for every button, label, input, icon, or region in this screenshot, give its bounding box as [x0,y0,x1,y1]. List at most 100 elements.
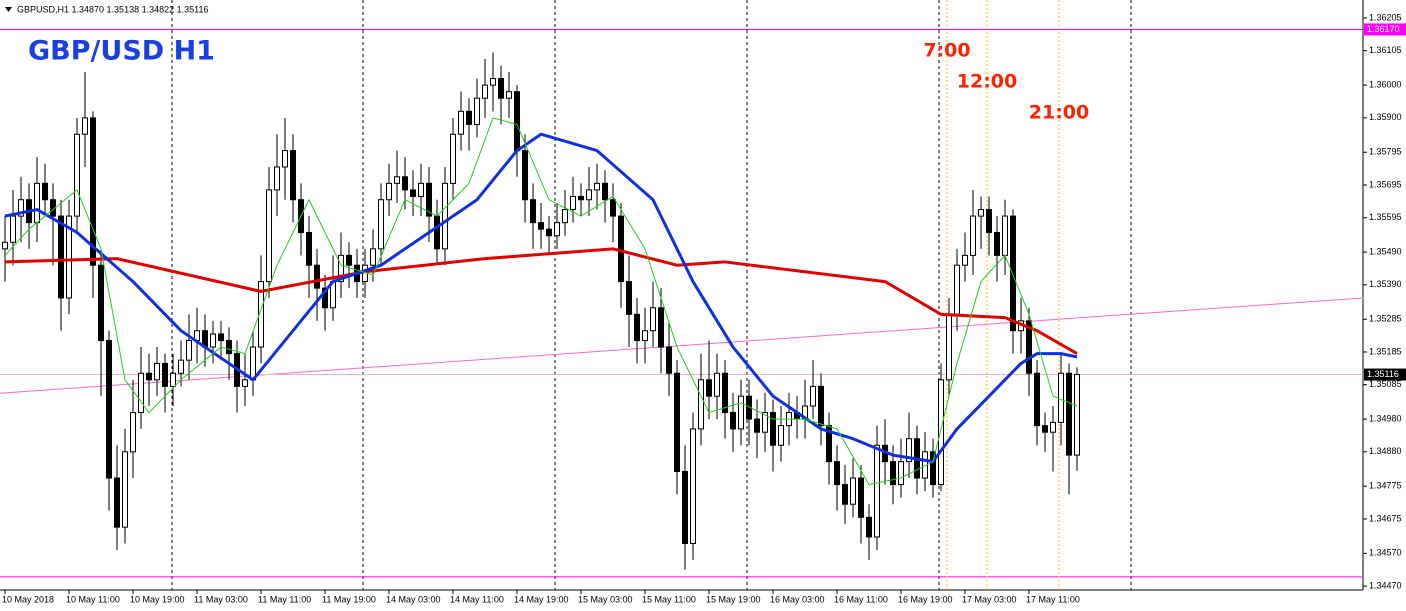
candle-body [130,412,136,453]
level-label: 1.36170 [1367,24,1400,34]
candle-body [402,176,408,191]
candle-body [450,133,456,184]
candle-body [394,176,400,184]
candle-body [810,385,816,407]
candle-body [930,451,936,486]
candle-body [674,372,680,472]
candle-body [642,330,648,342]
candle-body [322,287,328,309]
y-tick-label: 1.34470 [1369,580,1402,590]
candle-body [226,340,232,355]
candle-body [554,222,560,237]
candle-body [66,215,72,299]
candle-body [658,307,664,348]
candle-body [146,372,152,381]
candle-body [122,451,128,528]
y-tick-label: 1.35490 [1369,246,1402,256]
candle-body [178,359,184,374]
candle-body [370,248,376,266]
candle-body [58,215,64,299]
candle-body [826,425,832,463]
candle-body [850,477,856,505]
y-tick-label: 1.34570 [1369,548,1402,558]
candle-body [946,313,952,381]
candle-body [274,166,280,191]
candle-body [258,281,264,348]
candle-body [490,78,496,86]
y-tick-label: 1.35695 [1369,179,1402,189]
x-tick-label: 16 May 11:00 [834,594,888,604]
time-annotation: 21:00 [1029,102,1089,124]
x-tick-label: 10 May 2018 [2,594,54,604]
candle-body [706,379,712,397]
candle-body [634,313,640,342]
y-tick-label: 1.36105 [1369,45,1402,55]
candle-body [2,241,8,250]
x-tick-label: 16 May 19:00 [898,594,953,604]
x-tick-label: 14 May 03:00 [386,594,441,604]
candle-body [114,477,120,528]
x-tick-label: 10 May 11:00 [66,594,120,604]
candle-body [906,438,912,463]
candle-body [970,215,976,256]
candle-body [626,281,632,315]
candle-body [690,428,696,545]
moving-average [4,247,1078,355]
candle-body [546,228,552,237]
menu-arrow[interactable] [5,7,12,12]
candle-body [474,97,480,125]
y-tick-label: 1.36205 [1369,12,1402,22]
candle-body [338,254,344,283]
candle-body [34,182,40,224]
candle-body [98,264,104,342]
candle-body [866,516,872,538]
candle-body [346,254,352,266]
candle-body [842,484,848,505]
x-tick-label: 11 May 03:00 [194,594,248,604]
candle-body [74,133,80,217]
candle-body [306,231,312,266]
y-tick-label: 1.35285 [1369,314,1402,324]
candle-body [410,189,416,197]
y-tick-label: 1.35900 [1369,112,1402,122]
candle-body [986,209,992,233]
x-tick-label: 16 May 03:00 [770,594,825,604]
trend-line [0,297,1364,394]
candle-body [698,379,704,430]
candle-body [714,372,720,397]
time-annotation: 7:00 [923,40,970,62]
candle-body [530,199,536,224]
candle-body [762,412,768,433]
y-tick-label: 1.36000 [1369,80,1402,90]
candle-body [898,461,904,486]
candle-body [818,385,824,427]
y-tick-label: 1.35595 [1369,212,1402,222]
level-label-box [1364,23,1406,36]
price-label: 1.35116 [1367,369,1399,379]
candle-body [18,199,24,217]
candle-body [282,150,288,168]
x-tick-label: 14 May 11:00 [450,594,504,604]
candle-body [978,209,984,217]
candle-body [1010,215,1016,332]
candle-body [482,84,488,99]
candle-body [858,477,864,518]
y-tick-label: 1.34775 [1369,481,1402,491]
candle-body [162,362,168,387]
x-tick-label: 15 May 03:00 [578,594,633,604]
candle-body [730,412,736,430]
candle-body [570,195,576,211]
candle-body [834,461,840,486]
candle-body [386,182,392,201]
candle-body [154,362,160,381]
x-tick-label: 15 May 11:00 [642,594,696,604]
candle-body [434,215,440,250]
x-tick-label: 17 May 03:00 [962,594,1017,604]
candle-body [602,182,608,201]
candle-body [610,199,616,217]
candle-body [682,470,688,545]
candle-body [994,231,1000,256]
candle-body [514,91,520,152]
candle-body [90,117,96,266]
candle-body [938,379,944,486]
